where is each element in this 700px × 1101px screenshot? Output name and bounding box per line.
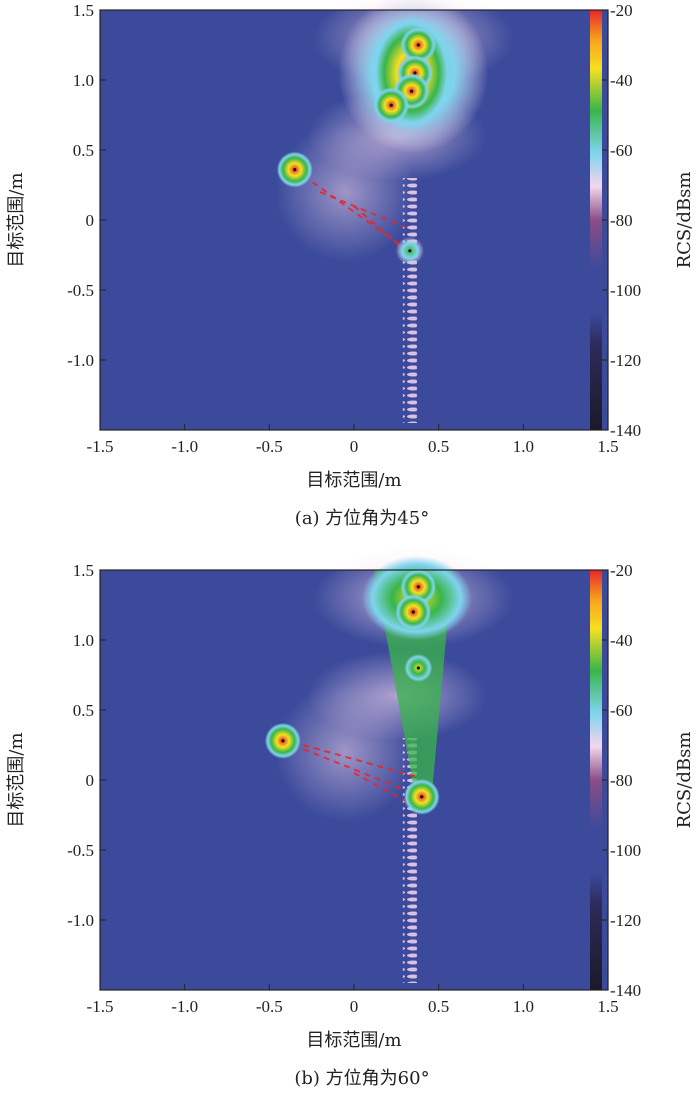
scatter-path: [319, 191, 406, 228]
colorbar-tick-label: -20: [610, 1, 633, 20]
y-tick-label: 0: [86, 771, 95, 790]
x-tick-label: -1.5: [87, 437, 114, 456]
colorbar-tick-label: -80: [610, 211, 633, 230]
y-tick-label: 0.5: [73, 701, 94, 720]
x-tick-label: 0: [350, 997, 359, 1016]
colorbar-tick-label: -120: [610, 351, 641, 370]
heatmap-field: [275, 0, 514, 423]
scatter-path: [353, 205, 411, 256]
x-tick-label: 0: [350, 437, 359, 456]
y-tick-label: 1.0: [73, 71, 94, 90]
y-axis-label: 目标范围/m: [6, 172, 27, 267]
x-tick-label: 1.5: [597, 437, 618, 456]
heatmap-field: [264, 548, 514, 983]
colorbar-tick-label: -40: [610, 631, 633, 650]
colorbar-tick-label: -60: [610, 701, 633, 720]
scatter-path: [302, 744, 419, 779]
y-tick-label: -0.5: [67, 841, 94, 860]
colorbar-tick-label: -100: [610, 841, 641, 860]
x-tick-label: -1.0: [171, 997, 198, 1016]
y-tick-label: 1.0: [73, 631, 94, 650]
y-tick-label: 0: [86, 211, 95, 230]
colorbar: [590, 570, 602, 990]
colorbar-tick-label: -140: [610, 421, 641, 440]
y-tick-label: 1.5: [73, 1, 94, 20]
chart-panel-a: -1.5 -1.0 -0.5 0 0.5 1.0 1.5 1.5 1.0 0.5 0 -0.5 -1.0…: [6, 0, 695, 529]
x-tick-label: 0.5: [428, 437, 449, 456]
x-tick-label: -0.5: [256, 437, 283, 456]
x-tick-label: 1.0: [513, 437, 534, 456]
scatter-center-marker: [408, 249, 412, 253]
y-tick-label: -1.0: [67, 351, 94, 370]
scatter-center-marker: [416, 585, 420, 589]
colorbar-tick-label: -80: [610, 771, 633, 790]
x-tick-label: 0.5: [428, 997, 449, 1016]
scatter-path: [353, 772, 419, 809]
colorbar-tick-label: -120: [610, 911, 641, 930]
figure-caption: (a) 方位角为45°: [295, 508, 429, 529]
colorbar-tick-label: -40: [610, 71, 633, 90]
scatter-center-marker: [416, 666, 420, 670]
y-tick-label: -1.0: [67, 911, 94, 930]
colorbar-tick-label: -20: [610, 561, 633, 580]
colorbar-tick-label: -100: [610, 281, 641, 300]
colorbar-tick-label: -60: [610, 141, 633, 160]
x-tick-label: -0.5: [256, 997, 283, 1016]
y-axis-label: 目标范围/m: [6, 732, 27, 827]
y-tick-label: 0.5: [73, 141, 94, 160]
x-tick-label: -1.0: [171, 437, 198, 456]
x-tick-label: 1.5: [597, 997, 618, 1016]
y-tick-label: -0.5: [67, 281, 94, 300]
chart-panel-b: -1.5 -1.0 -0.5 0 0.5 1.0 1.5 1.5 1.0 0.5 0 -0.5 -1.0…: [6, 548, 695, 1089]
x-tick-label: -1.5: [87, 997, 114, 1016]
scatter-center-marker: [416, 43, 420, 47]
scatter-center-marker: [389, 103, 393, 107]
colorbar-label: RCS/dBsm: [674, 732, 695, 829]
colorbar-tick-label: -140: [610, 981, 641, 1000]
figure-caption: (b) 方位角为60°: [294, 1068, 429, 1089]
scatter-path: [294, 168, 406, 249]
x-axis-label: 目标范围/m: [306, 1030, 401, 1051]
x-axis-label: 目标范围/m: [306, 470, 401, 491]
colorbar-label: RCS/dBsm: [674, 172, 695, 269]
scatter-center-marker: [281, 739, 285, 743]
scatter-center-marker: [420, 795, 424, 799]
colorbar: [590, 10, 602, 430]
scatter-center-marker: [293, 168, 297, 172]
scatter-path: [282, 739, 423, 798]
y-tick-label: 1.5: [73, 561, 94, 580]
scatter-center-marker: [409, 89, 414, 93]
scatter-center-marker: [411, 610, 415, 614]
x-tick-label: 1.0: [513, 997, 534, 1016]
